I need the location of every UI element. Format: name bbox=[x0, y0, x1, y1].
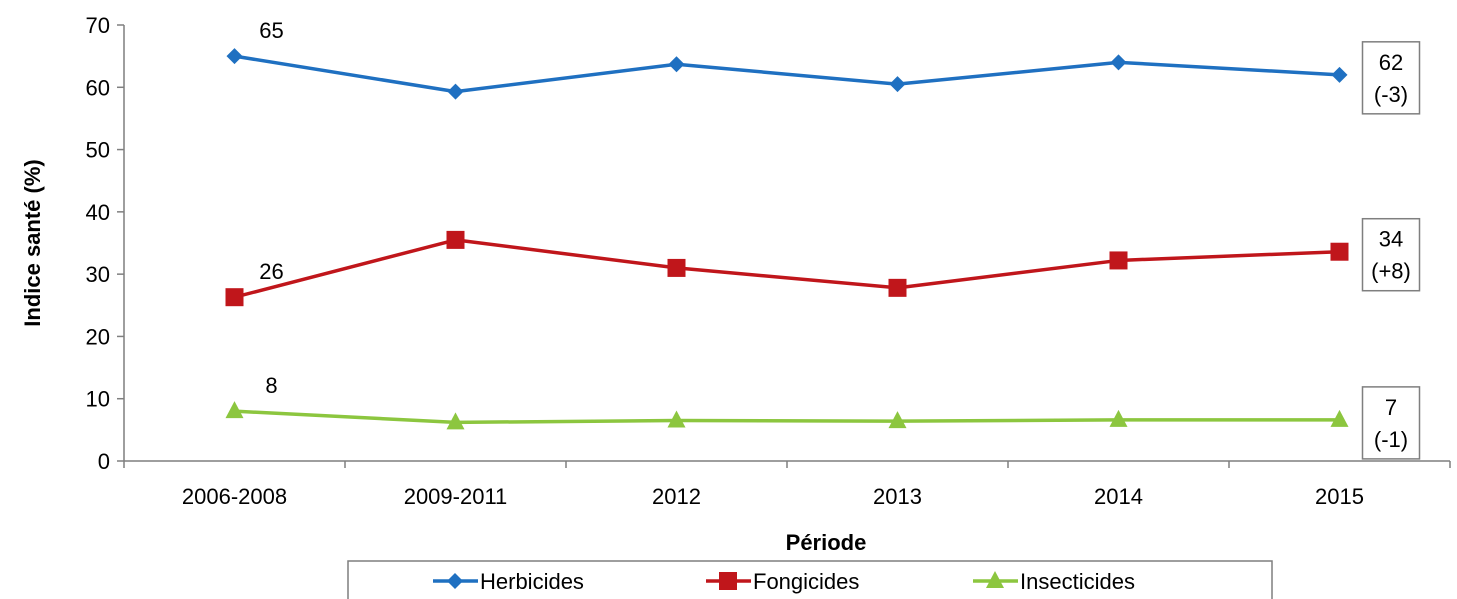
insecticides-end-label-change: (-1) bbox=[1374, 427, 1408, 452]
y-axis-title: Indice santé (%) bbox=[20, 159, 45, 326]
x-axis-title: Période bbox=[786, 530, 867, 555]
x-tick-label: 2012 bbox=[652, 484, 701, 509]
insecticides-point bbox=[667, 410, 686, 428]
y-tick-label: 30 bbox=[86, 262, 110, 287]
herbicides-point bbox=[447, 83, 464, 100]
legend-box bbox=[347, 560, 1273, 599]
herbicides-point bbox=[668, 56, 685, 73]
fongicides-point bbox=[1330, 242, 1349, 261]
fongicides-point bbox=[225, 288, 244, 307]
x-tick-label: 2015 bbox=[1315, 484, 1364, 509]
y-tick-label: 50 bbox=[86, 138, 110, 163]
y-tick-label: 0 bbox=[98, 449, 110, 474]
legend-label: Herbicides bbox=[480, 569, 584, 594]
herbicides-end-label-change: (-3) bbox=[1374, 82, 1408, 107]
insecticides-point bbox=[888, 411, 907, 429]
y-tick-label: 10 bbox=[86, 387, 110, 412]
series-insecticides: 8 7 (-1) bbox=[225, 373, 1421, 460]
fongicides-point bbox=[667, 258, 686, 277]
x-tick-label: 2009-2011 bbox=[404, 484, 508, 509]
fongicides-point bbox=[888, 278, 907, 297]
legend-label: Fongicides bbox=[753, 569, 859, 594]
fongicides-point bbox=[1109, 251, 1128, 270]
y-tick-label: 70 bbox=[86, 13, 110, 38]
herbicides-point bbox=[1110, 54, 1127, 71]
insecticides-point bbox=[446, 412, 465, 430]
fongicides-end-label-value: 34 bbox=[1379, 227, 1403, 252]
herbicides-point bbox=[889, 76, 906, 93]
fongicides-line bbox=[234, 238, 1340, 299]
herbicides-end-label-value: 62 bbox=[1379, 50, 1403, 75]
herbicides-point bbox=[1331, 66, 1348, 83]
insecticides-line bbox=[234, 409, 1340, 425]
fongicides-end-label-box bbox=[1361, 217, 1421, 292]
legend: Herbicides Fongicides Insecticides bbox=[347, 560, 1273, 599]
y-tick-label: 20 bbox=[86, 324, 110, 349]
insecticides-end-label-value: 7 bbox=[1385, 395, 1397, 420]
legend-item-herbicides: Herbicides bbox=[433, 569, 584, 594]
herbicides-line bbox=[234, 54, 1340, 94]
x-tick-label: 2006-2008 bbox=[182, 484, 287, 509]
x-tick-label: 2014 bbox=[1094, 484, 1143, 509]
axes: 0 10 20 30 40 50 60 70 2006-2008 2009-2011 2012 201… bbox=[86, 13, 1451, 509]
legend-swatch-marker bbox=[986, 571, 1004, 588]
insecticides-point bbox=[225, 401, 244, 419]
fongicides-end-label-change: (+8) bbox=[1371, 259, 1411, 284]
legend-label: Insecticides bbox=[1020, 569, 1135, 594]
y-tick-label: 60 bbox=[86, 75, 110, 100]
series-fongicides: 26 34 (+8) bbox=[225, 217, 1421, 307]
legend-swatch-marker bbox=[447, 573, 463, 589]
herbicides-end-label-box bbox=[1361, 41, 1421, 115]
insecticides-end-label-box bbox=[1361, 386, 1421, 460]
insecticides-point bbox=[1109, 409, 1128, 427]
fongicides-start-label: 26 bbox=[259, 259, 283, 284]
herbicides-start-label: 65 bbox=[259, 18, 283, 43]
herbicides-point bbox=[226, 48, 243, 65]
x-tick-label: 2013 bbox=[873, 484, 922, 509]
series-herbicides: 65 62 (-3) bbox=[226, 18, 1421, 115]
series-layer: 65 62 (-3) 26 34 (+8) 8 7 (-1) bbox=[225, 18, 1421, 460]
legend-swatch-marker bbox=[719, 572, 737, 590]
y-tick-label: 40 bbox=[86, 200, 110, 225]
legend-item-fongicides: Fongicides bbox=[706, 569, 859, 594]
insecticides-point bbox=[1330, 409, 1349, 427]
fongicides-point bbox=[446, 230, 465, 249]
legend-item-insecticides: Insecticides bbox=[973, 569, 1135, 594]
insecticides-start-label: 8 bbox=[265, 373, 277, 398]
